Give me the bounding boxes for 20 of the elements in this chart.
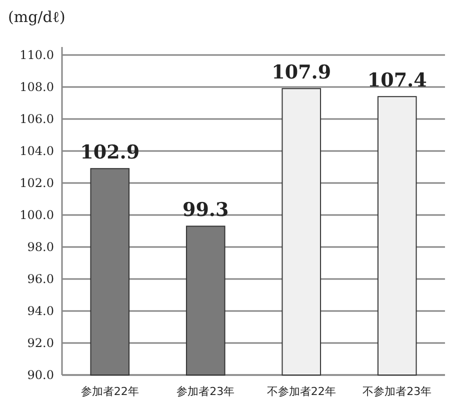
y-tick-label: 98.0 bbox=[27, 240, 54, 254]
y-tick-label: 90.0 bbox=[27, 368, 54, 382]
x-tick-label: 参加者23年 bbox=[176, 385, 235, 398]
y-tick-label: 108.0 bbox=[20, 80, 54, 94]
x-tick-label: 参加者22年 bbox=[80, 385, 139, 398]
y-tick-label: 106.0 bbox=[20, 112, 54, 126]
y-tick-label: 92.0 bbox=[27, 336, 54, 350]
y-tick-label: 94.0 bbox=[27, 304, 54, 318]
y-tick-label: 104.0 bbox=[20, 144, 54, 158]
data-label: 102.9 bbox=[80, 142, 140, 164]
x-tick-label: 不参加者22年 bbox=[266, 385, 336, 398]
data-label: 107.9 bbox=[272, 62, 332, 84]
data-label: 107.4 bbox=[367, 70, 427, 92]
y-axis-title: (mg/dℓ) bbox=[8, 8, 66, 26]
y-tick-label: 100.0 bbox=[20, 208, 54, 222]
data-label: 99.3 bbox=[182, 199, 229, 222]
x-tick-label: 不参加者23年 bbox=[362, 385, 432, 398]
y-tick-label: 110.0 bbox=[20, 48, 54, 62]
y-tick-label: 96.0 bbox=[27, 272, 54, 286]
y-tick-label: 102.0 bbox=[20, 176, 54, 190]
